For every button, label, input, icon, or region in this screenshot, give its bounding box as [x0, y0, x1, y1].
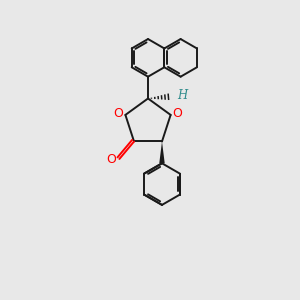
Text: O: O: [106, 153, 116, 167]
Polygon shape: [159, 142, 165, 163]
Text: H: H: [177, 89, 187, 102]
Text: O: O: [172, 107, 182, 120]
Text: O: O: [113, 107, 123, 120]
